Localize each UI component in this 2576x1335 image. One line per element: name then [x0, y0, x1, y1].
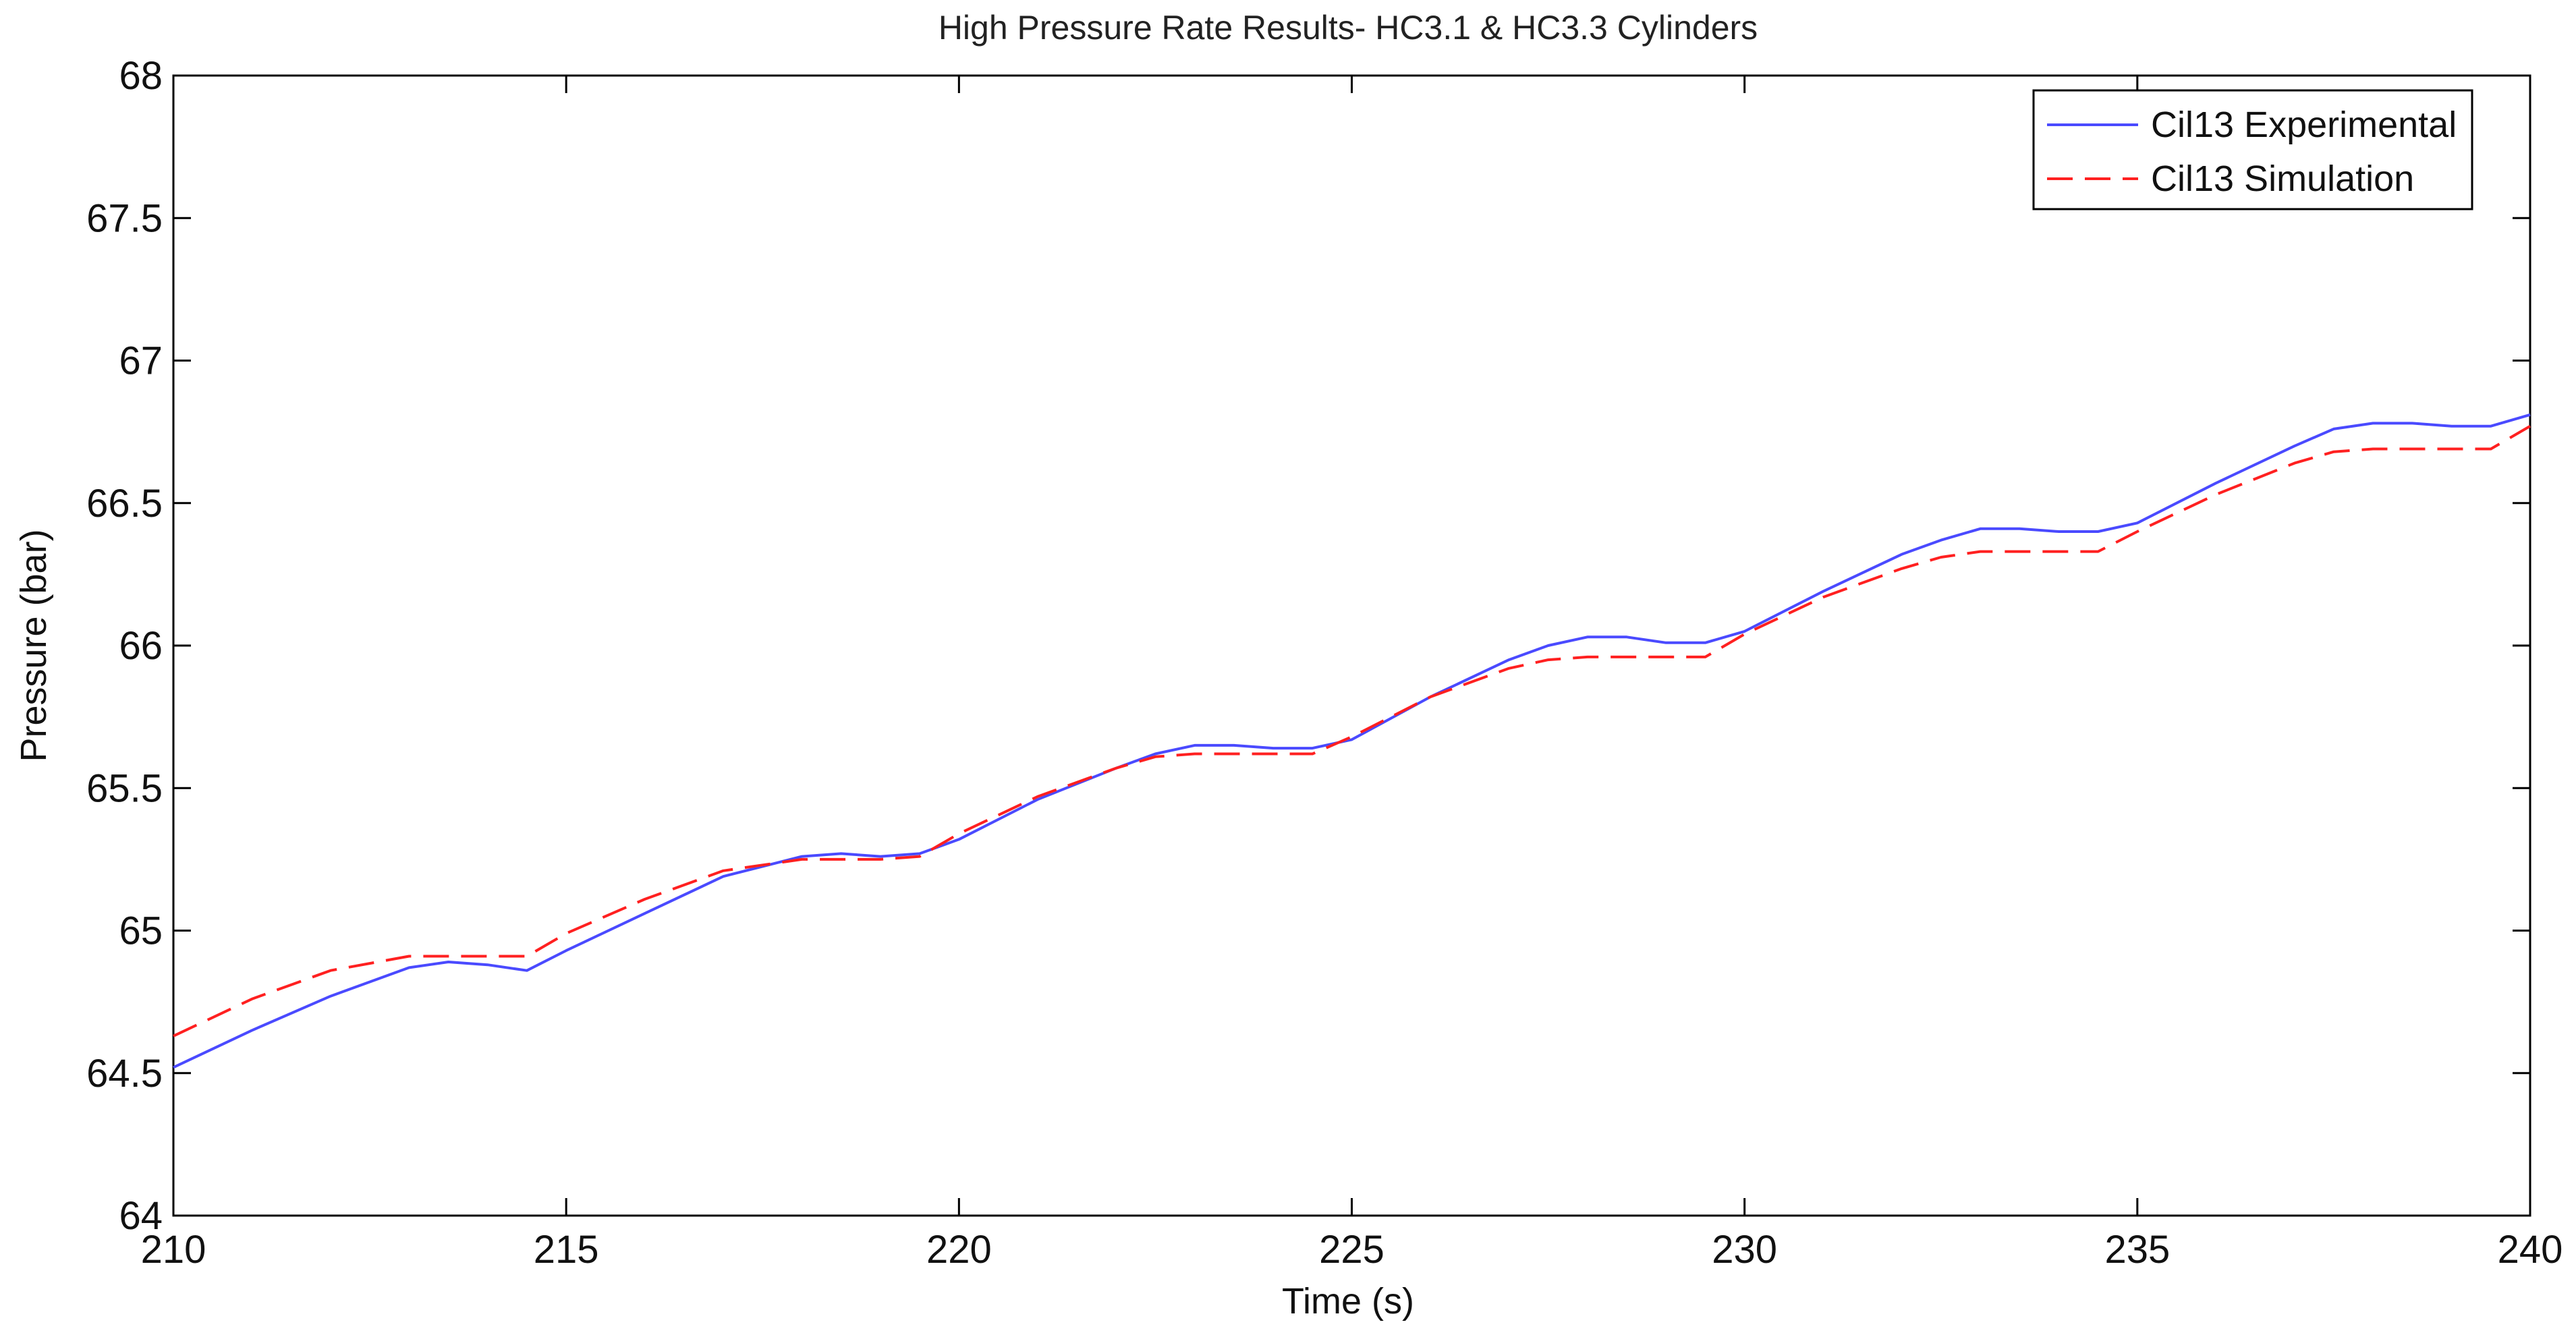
legend: Cil13 Experimental Cil13 Simulation	[2032, 89, 2473, 210]
x-tick-label: 240	[2498, 1228, 2563, 1272]
series-layer	[173, 413, 2531, 1069]
y-tick-label: 66.5	[86, 482, 163, 526]
y-tick-label: 67.5	[86, 196, 163, 240]
y-tick-label: 67	[119, 339, 163, 383]
x-tick-label: 230	[1712, 1228, 1777, 1272]
legend-label-simulation: Cil13 Simulation	[2151, 159, 2414, 199]
x-tick-label: 210	[141, 1228, 206, 1272]
plot-area	[172, 74, 2531, 1217]
y-tick-label: 65	[119, 909, 163, 953]
x-axis-label: Time (s)	[1282, 1281, 1414, 1322]
x-axis-ticks: 210 215 220 225 230 235 240	[141, 76, 2563, 1272]
legend-box	[2032, 89, 2473, 210]
x-tick-label: 235	[2104, 1228, 2170, 1272]
y-tick-label: 66	[119, 624, 163, 668]
y-axis-label: Pressure (bar)	[13, 529, 54, 762]
y-tick-label: 64.5	[86, 1052, 163, 1096]
x-tick-label: 225	[1319, 1228, 1384, 1272]
series-line-simulation	[173, 424, 2531, 1038]
x-tick-label: 220	[926, 1228, 992, 1272]
y-tick-label: 64	[119, 1194, 163, 1238]
chart-title: High Pressure Rate Results- HC3.1 & HC3.…	[939, 9, 1758, 47]
y-tick-label: 65.5	[86, 766, 163, 810]
legend-label-experimental: Cil13 Experimental	[2151, 105, 2457, 145]
y-tick-label: 68	[119, 54, 163, 98]
y-axis-ticks: 64 64.5 65 65.5 66 66.5 67 67.5 68	[86, 54, 2530, 1238]
x-tick-label: 215	[534, 1228, 599, 1272]
